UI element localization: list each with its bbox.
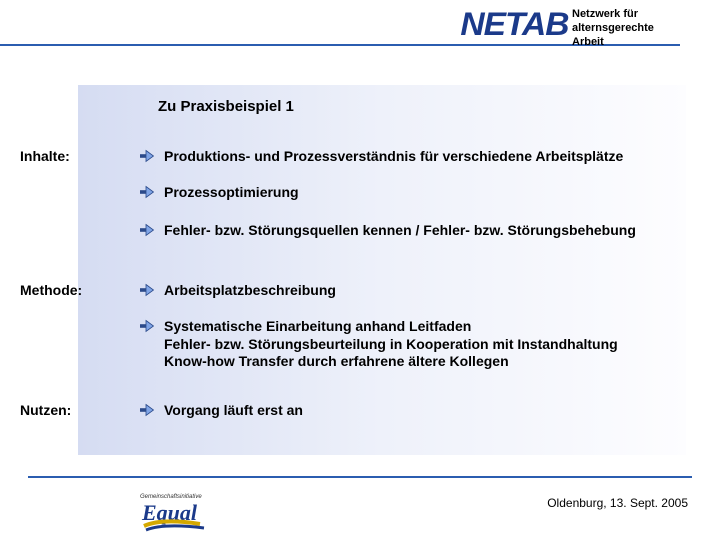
arrow-right-icon xyxy=(140,223,154,237)
bullet-text: Arbeitsplatzbeschreibung xyxy=(164,282,336,300)
bullet-text: Prozessoptimierung xyxy=(164,184,299,202)
section-label: Methode: xyxy=(20,282,82,298)
footer-location-date: Oldenburg, 13. Sept. 2005 xyxy=(547,496,688,510)
slide-title: Zu Praxisbeispiel 1 xyxy=(158,98,294,115)
bullet-row: Produktions- und Prozessverständnis für … xyxy=(140,148,710,166)
netab-logo: NETAB xyxy=(461,6,569,43)
bullet-row: Systematische Einarbeitung anhand Leitfa… xyxy=(140,318,710,371)
content-panel xyxy=(78,85,686,455)
bullet-row: Fehler- bzw. Störungsquellen kennen / Fe… xyxy=(140,222,710,240)
bullet-text: Systematische Einarbeitung anhand Leitfa… xyxy=(164,318,618,371)
bullet-text: Vorgang läuft erst an xyxy=(164,402,303,420)
equal-swoosh-blue xyxy=(146,526,204,530)
bullet-row: Vorgang läuft erst an xyxy=(140,402,710,420)
bullet-text: Produktions- und Prozessverständnis für … xyxy=(164,148,623,166)
bullet-row: Prozessoptimierung xyxy=(140,184,710,202)
bullet-row: Arbeitsplatzbeschreibung xyxy=(140,282,710,300)
section-label: Inhalte: xyxy=(20,148,70,164)
bullet-text: Fehler- bzw. Störungsquellen kennen / Fe… xyxy=(164,222,636,240)
arrow-right-icon xyxy=(140,185,154,199)
arrow-right-icon xyxy=(140,283,154,297)
header: NETAB Netzwerk für alternsgerechte Arbei… xyxy=(0,0,720,56)
arrow-right-icon xyxy=(140,403,154,417)
footer-rule xyxy=(28,476,692,478)
arrow-right-icon xyxy=(140,319,154,333)
equal-logo: Gemeinschaftsinitiative Equal xyxy=(140,486,218,534)
arrow-right-icon xyxy=(140,149,154,163)
section-label: Nutzen: xyxy=(20,402,71,418)
header-tagline: Netzwerk für alternsgerechte Arbeit xyxy=(572,8,680,49)
